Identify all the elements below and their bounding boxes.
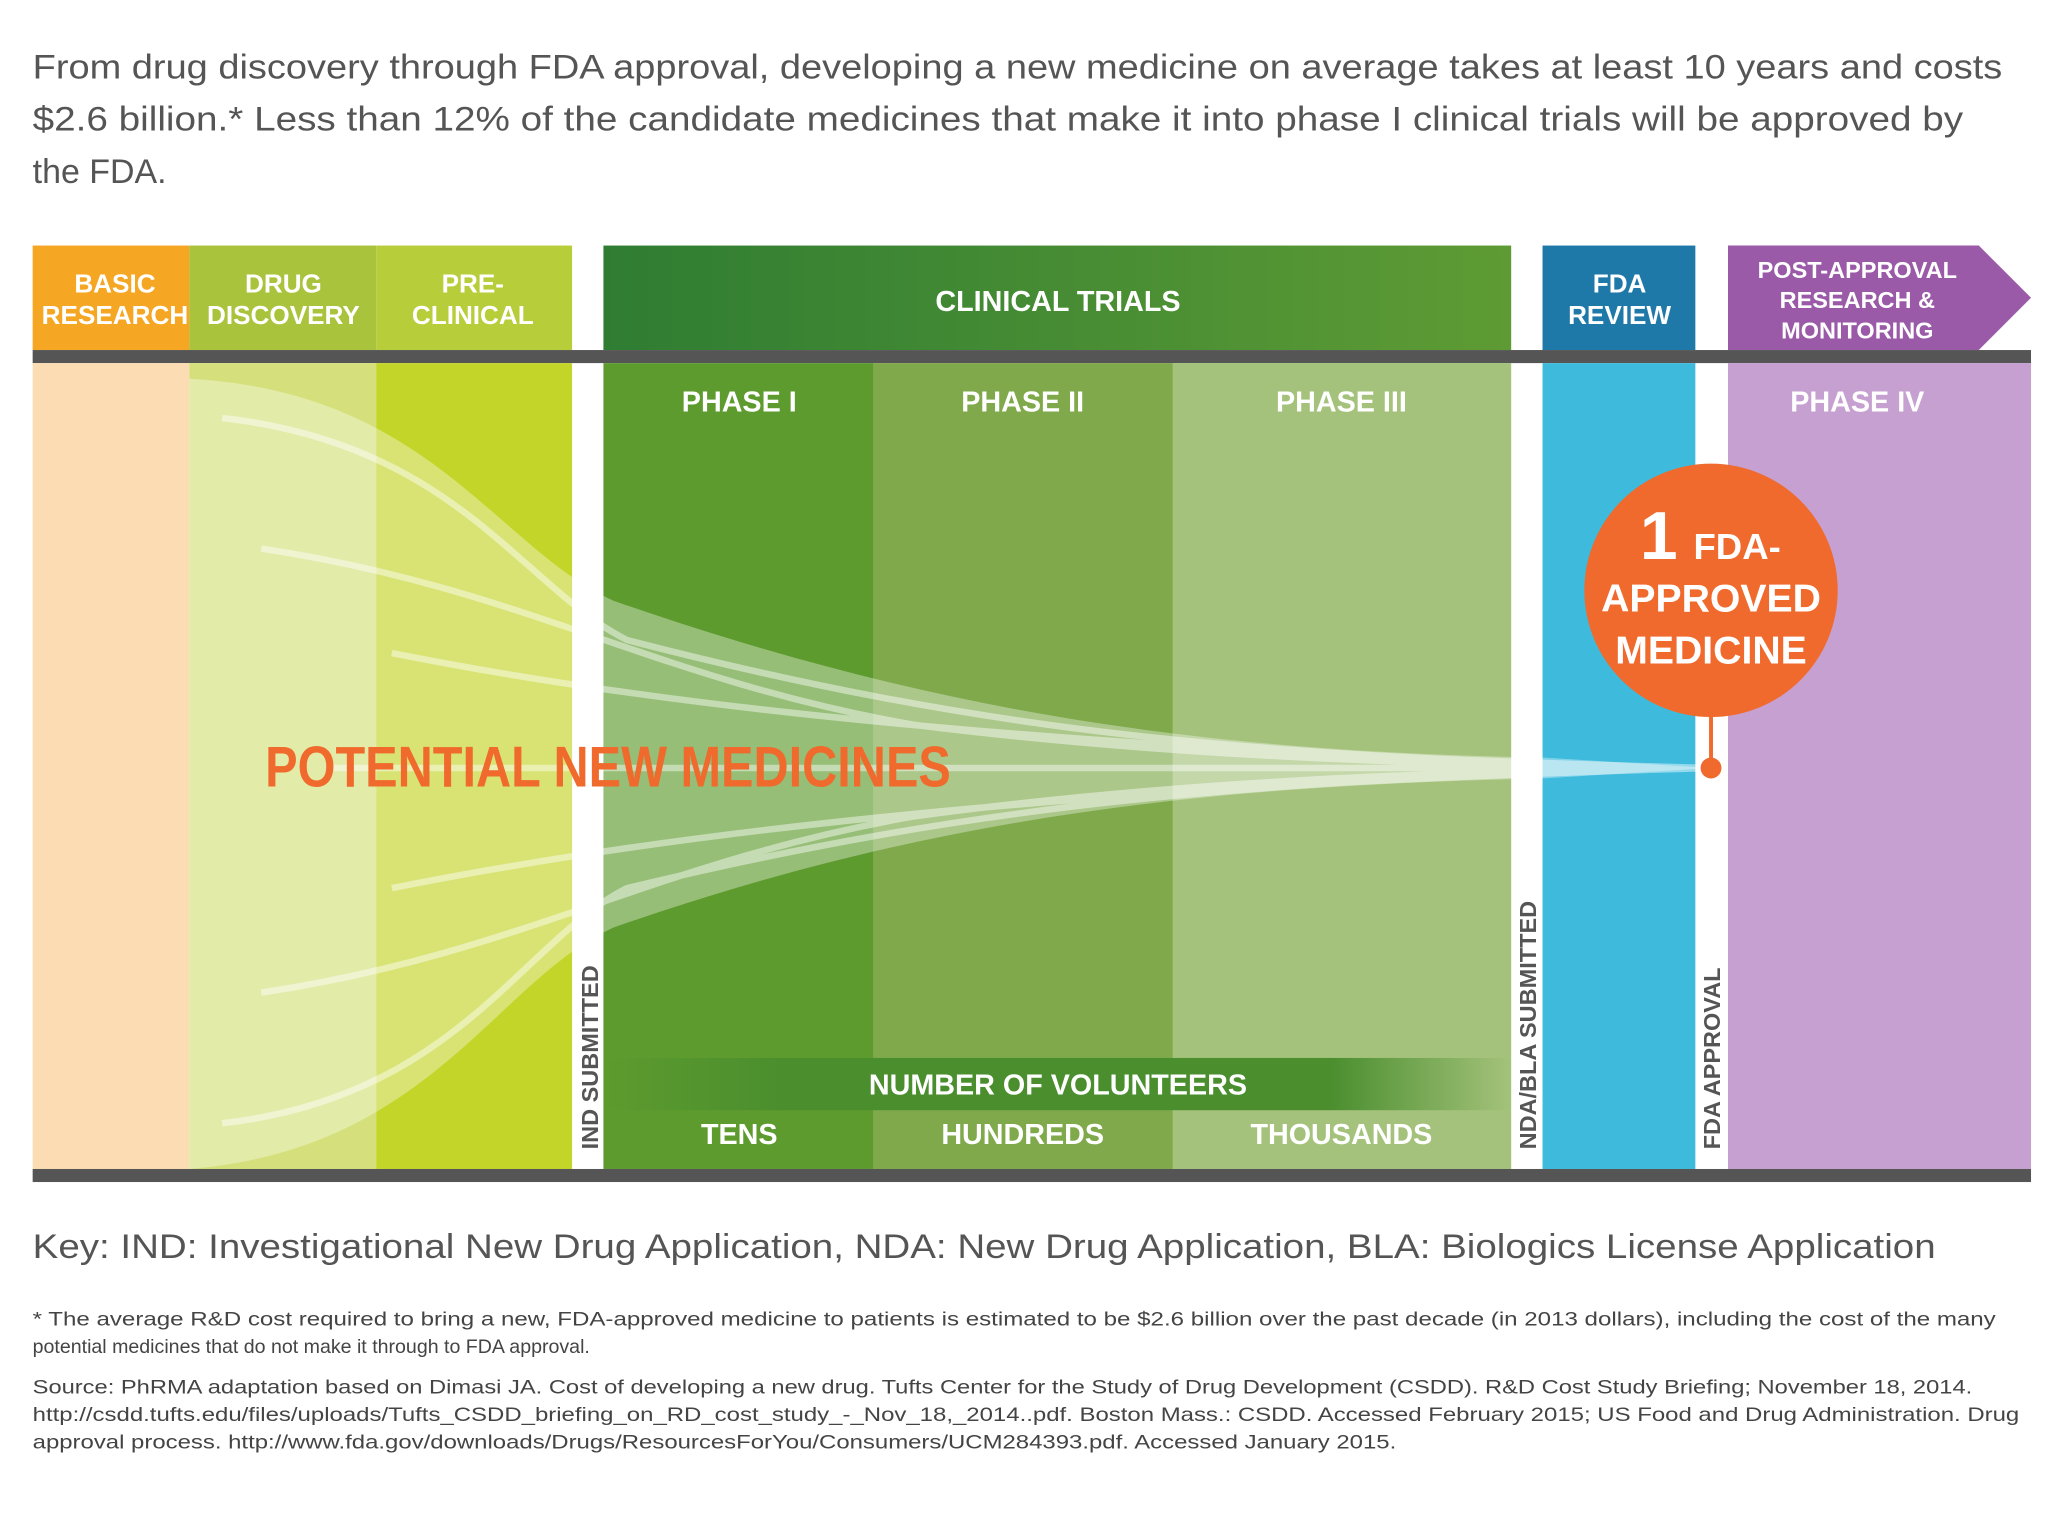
stage-label: RESEARCH & [1780,287,1935,313]
funnel-strands [221,414,1712,1127]
volunteers-level: TENS [701,1119,778,1151]
phase-label: PHASE I [682,386,797,418]
header-block [32,245,190,351]
divider [32,1168,2032,1183]
milestones: IND SUBMITTED NDA/BLA SUBMITTED FDA APPR… [577,901,1725,1149]
badge-text: FDA- [1693,526,1780,567]
connector-dot [1700,757,1722,779]
approved-badge: 1 FDA- APPROVED MEDICINE [1584,463,1838,779]
milestone-label: FDA APPROVAL [1699,967,1725,1149]
header-block [376,245,573,351]
source-line: approval process. http://www.fda.gov/dow… [33,1431,1397,1453]
funnel-label: POTENTIAL NEW MEDICINES [265,735,951,799]
header-arrow [1728,245,2032,351]
body-block [376,363,573,1169]
body-block [873,363,1173,1169]
volunteers-level: THOUSANDS [1250,1119,1432,1151]
volunteers-bar [603,1057,1512,1111]
volunteers-level: HUNDREDS [941,1119,1104,1151]
source-line: Source: PhRMA adaptation based on Dimasi… [33,1377,1973,1399]
footnote-line: * The average R&D cost required to bring… [33,1309,1996,1331]
body-block [32,363,190,1169]
badge-circle [1584,463,1838,718]
intro-line: From drug discovery through FDA approval… [33,48,2003,86]
intro: From drug discovery through FDA approval… [33,48,2003,190]
source-line: http://csdd.tufts.edu/files/uploads/Tuft… [33,1404,2020,1426]
intro-line: the FDA. [33,153,167,191]
body-block [189,363,377,1169]
funnel-shape [189,378,1712,1169]
volunteers: NUMBER OF VOLUNTEERS TENS HUNDREDS THOUS… [603,1057,1512,1151]
phase-label: PHASE IV [1790,386,1924,418]
body-block [603,363,874,1169]
intro-line: $2.6 billion.* Less than 12% of the cand… [33,101,1963,139]
footnote: * The average R&D cost required to bring… [33,1309,2020,1454]
headers: BASIC RESEARCH DRUG DISCOVERY PRE- CLINI… [42,257,1957,418]
footnote-line: potential medicines that do not make it … [33,1336,590,1358]
divider [32,350,2032,364]
badge-text: MEDICINE [1615,630,1807,673]
volunteers-title: NUMBER OF VOLUNTEERS [869,1070,1247,1102]
stage-label: RESEARCH [42,300,189,330]
funnel [189,378,1712,1169]
stage-label: CLINICAL TRIALS [935,286,1180,318]
body-block [1172,363,1512,1169]
milestone-label: IND SUBMITTED [577,965,603,1149]
key: Key: IND: Investigational New Drug Appli… [33,1228,1936,1266]
badge-text: APPROVED [1601,577,1821,620]
columns [32,245,2032,1183]
stage-label: MONITORING [1781,317,1933,343]
milestone-label: NDA/BLA SUBMITTED [1515,901,1541,1149]
stage-label: BASIC [74,269,155,299]
phase-label: PHASE II [961,386,1084,418]
stage-label: FDA [1593,269,1647,299]
stage-label: POST-APPROVAL [1758,257,1957,283]
phase-label: PHASE III [1276,386,1407,418]
header-block [189,245,377,351]
stage-label: DISCOVERY [207,300,360,330]
header-block [1542,245,1696,351]
stage-label: DRUG [245,269,322,299]
stage-label: CLINICAL [412,300,534,330]
header-block [603,245,1512,351]
badge-number: 1 [1640,499,1678,574]
stage-label: REVIEW [1568,300,1671,330]
stage-label: PRE- [442,269,504,299]
